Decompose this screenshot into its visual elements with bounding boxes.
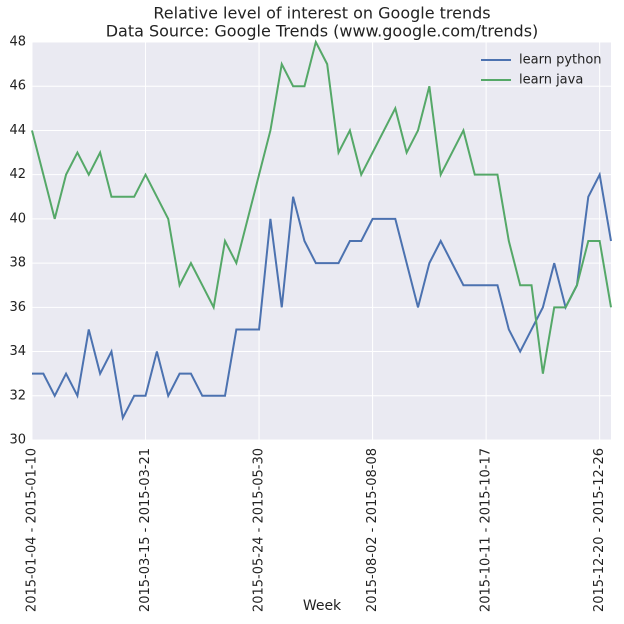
legend-label: learn python — [519, 53, 602, 68]
x-tick-label: 2015-10-11 - 2015-10-17 — [479, 448, 494, 612]
y-tick-label: 36 — [9, 300, 26, 315]
chart-subtitle: Data Source: Google Trends (www.google.c… — [106, 22, 539, 41]
x-tick-label: 2015-12-20 - 2015-12-26 — [592, 448, 607, 612]
line-series — [32, 171, 612, 422]
legend-label: learn java — [519, 73, 583, 88]
x-tick-label: 2015-03-15 - 2015-03-21 — [138, 448, 153, 612]
y-tick-label: 48 — [9, 35, 26, 50]
y-tick-label: 40 — [9, 211, 26, 226]
y-tick-label: 32 — [9, 388, 26, 403]
y-tick-label: 34 — [9, 344, 26, 359]
y-tick-label: 38 — [9, 256, 26, 271]
y-tick-label: 46 — [9, 79, 26, 94]
y-tick-label: 42 — [9, 167, 26, 182]
plot-area — [32, 42, 611, 440]
chart-title: Relative level of interest on Google tre… — [153, 4, 490, 23]
x-axis-label: Week — [303, 598, 342, 614]
line-series — [31, 39, 612, 374]
y-tick-label: 44 — [9, 123, 26, 138]
x-tick-label: 2015-08-02 - 2015-08-08 — [365, 448, 380, 612]
x-tick-label: 2015-01-04 - 2015-01-10 — [25, 448, 40, 612]
y-tick-label: 30 — [9, 433, 26, 448]
x-tick-label: 2015-05-24 - 2015-05-30 — [252, 448, 267, 612]
